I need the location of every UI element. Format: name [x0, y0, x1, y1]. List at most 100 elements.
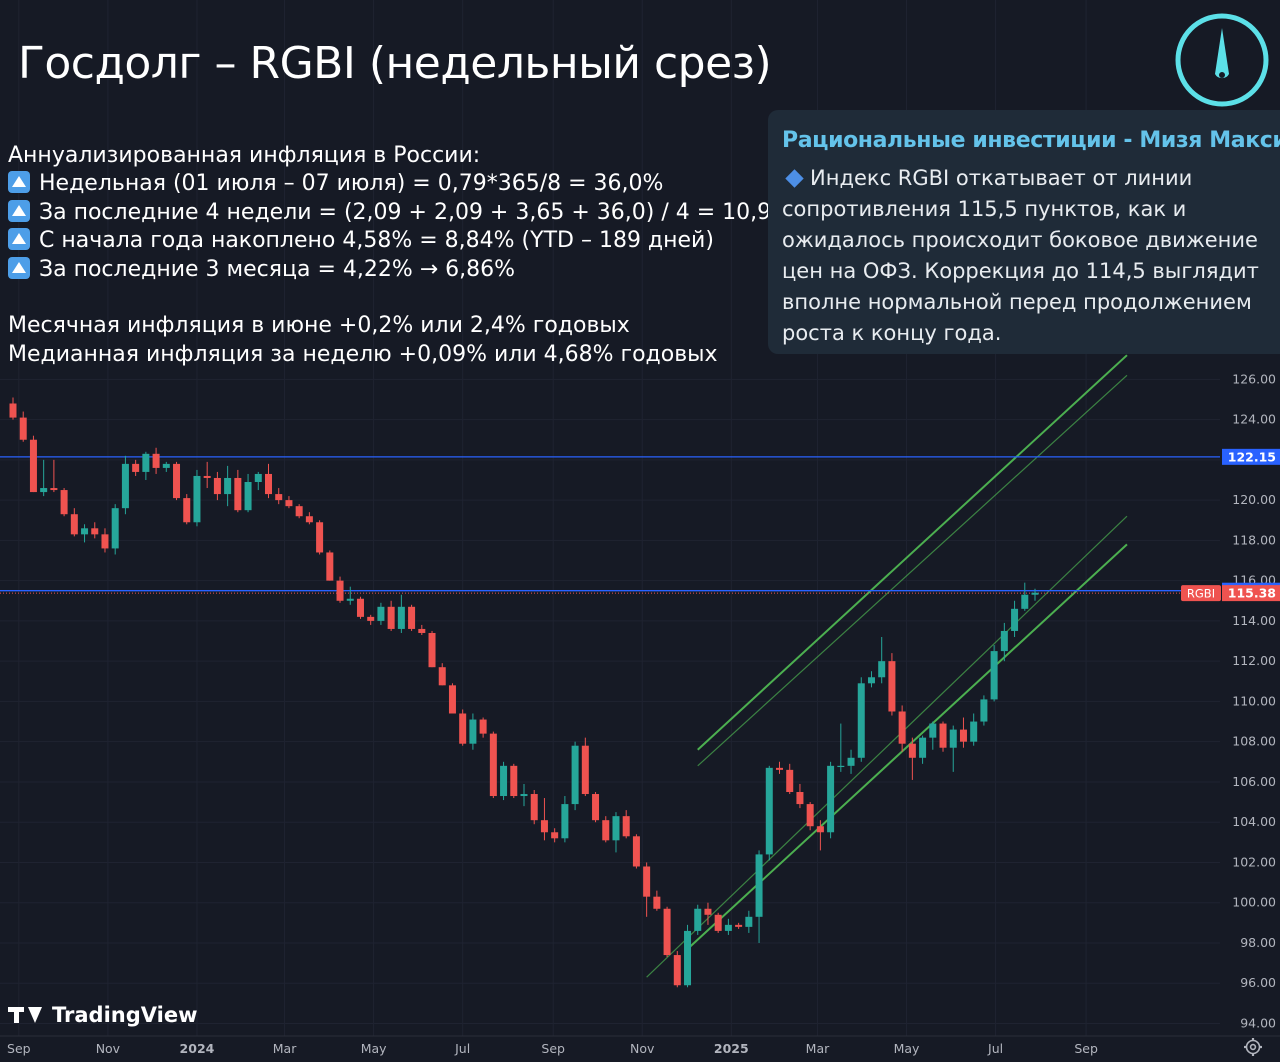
candle-body	[796, 792, 804, 805]
y-tick-label: 104.00	[1232, 814, 1276, 829]
candle-body	[305, 516, 313, 523]
candle-body	[827, 765, 835, 833]
candle-body	[786, 769, 794, 793]
x-tick-label: May	[894, 1041, 920, 1056]
candle-body	[622, 816, 630, 837]
y-tick-label: 126.00	[1232, 371, 1276, 386]
candle-body	[152, 453, 160, 468]
candle-body	[356, 598, 364, 617]
tradingview-logo-icon	[8, 1005, 46, 1025]
candle-body	[254, 473, 262, 483]
candle-body	[939, 723, 947, 748]
y-tick-label: 94.00	[1240, 1016, 1276, 1031]
candle-body	[500, 765, 508, 797]
page-title: Госдолг – RGBI (недельный срез)	[18, 38, 772, 89]
x-tick-label: May	[361, 1041, 387, 1056]
candle-body	[1000, 630, 1008, 652]
channel-line-upper-inner	[697, 374, 1128, 767]
y-tick-label: 100.00	[1232, 895, 1276, 910]
candle-body	[40, 488, 48, 493]
y-tick-label: 98.00	[1240, 935, 1276, 950]
candle-body	[663, 908, 671, 956]
candle-body	[571, 745, 579, 805]
info-bullet-4weeks: За последние 4 недели = (2,09 + 2,09 + 3…	[8, 199, 806, 227]
candle-body	[173, 463, 181, 499]
candle-body	[847, 757, 855, 766]
compass-needle-icon	[1175, 13, 1269, 107]
candle-body	[1031, 592, 1039, 595]
candle-body	[265, 473, 272, 495]
y-tick-label: 96.00	[1240, 975, 1276, 990]
candle-body	[234, 477, 242, 511]
candle-body	[132, 463, 140, 472]
candle-body	[653, 896, 661, 909]
candle-body	[510, 765, 518, 797]
candle-body	[203, 475, 211, 478]
candle-body	[694, 908, 702, 931]
symbol-label: RGBI	[1187, 587, 1215, 601]
candle-body	[1021, 594, 1029, 609]
up-arrow-square-icon	[8, 256, 30, 279]
channel-line-lower-inner	[646, 515, 1128, 978]
candle-body	[91, 528, 99, 535]
candle-body	[316, 522, 324, 553]
candle-body	[469, 719, 477, 744]
candle-body	[888, 661, 896, 712]
x-tick-label: 2025	[714, 1041, 749, 1056]
candle-body	[346, 598, 354, 601]
info-bullet-weekly: Недельная (01 июля – 07 июля) = 0,79*365…	[8, 170, 768, 198]
candle-body	[397, 606, 405, 629]
candle-body	[878, 661, 886, 678]
panel-text: Индекс RGBI откатывает от линии сопротив…	[782, 166, 1259, 345]
candle-body	[111, 508, 119, 549]
y-tick-label: 106.00	[1232, 774, 1276, 789]
info-monthly-inflation: Месячная инфляция в июне +0,2% или 2,4% …	[8, 313, 630, 339]
candle-body	[285, 500, 293, 507]
candle-body	[377, 606, 385, 621]
candle-body	[949, 729, 957, 748]
candle-body	[724, 924, 732, 931]
x-tick-label: Mar	[273, 1041, 297, 1056]
last-price-box	[1222, 585, 1280, 602]
gear-icon[interactable]	[1243, 1037, 1263, 1057]
candle-body	[60, 490, 68, 515]
candle-body	[428, 632, 436, 668]
y-tick-label: 108.00	[1232, 734, 1276, 749]
candle-body	[295, 506, 303, 517]
candle-body	[244, 482, 252, 511]
candle-body	[479, 719, 487, 734]
panel-title: Рациональные инвестиции - Мизя Максим	[782, 128, 1280, 153]
candle-body	[530, 794, 538, 821]
x-tick-label: Nov	[96, 1041, 121, 1056]
info-heading: Аннуализированная инфляция в России:	[8, 143, 481, 168]
x-tick-label: Sep	[541, 1041, 565, 1056]
candle-body	[857, 683, 865, 758]
comment-panel: Рациональные инвестиции - Мизя Максим Ин…	[768, 110, 1280, 354]
y-tick-label: 112.00	[1232, 653, 1276, 668]
info-median-inflation: Медианная инфляция за неделю +0,09% или …	[8, 341, 718, 367]
candle-body	[929, 723, 937, 738]
level-label-box	[1222, 448, 1280, 465]
candle-body	[551, 832, 559, 839]
candle-body	[561, 804, 569, 839]
candle-body	[183, 498, 191, 523]
candle-body	[643, 866, 651, 897]
candle-body	[418, 628, 426, 633]
last-price-label: 115.38	[1228, 586, 1276, 601]
candle-body	[919, 737, 927, 758]
y-tick-label: 110.00	[1232, 693, 1276, 708]
candle-body	[816, 826, 824, 833]
symbol-label-box	[1181, 585, 1221, 602]
candle-body	[448, 685, 456, 714]
tradingview-branding[interactable]: TradingView	[8, 1003, 197, 1027]
candle-body	[867, 677, 875, 684]
y-tick-label: 120.00	[1232, 492, 1276, 507]
x-tick-label: Sep	[1074, 1041, 1098, 1056]
candle-body	[765, 767, 773, 855]
candle-body	[776, 767, 783, 770]
candle-body	[581, 745, 589, 795]
level-label: 122.15	[1228, 449, 1276, 464]
candle-body	[81, 528, 89, 535]
x-tick-label: Nov	[630, 1041, 655, 1056]
candle-body	[980, 699, 988, 722]
